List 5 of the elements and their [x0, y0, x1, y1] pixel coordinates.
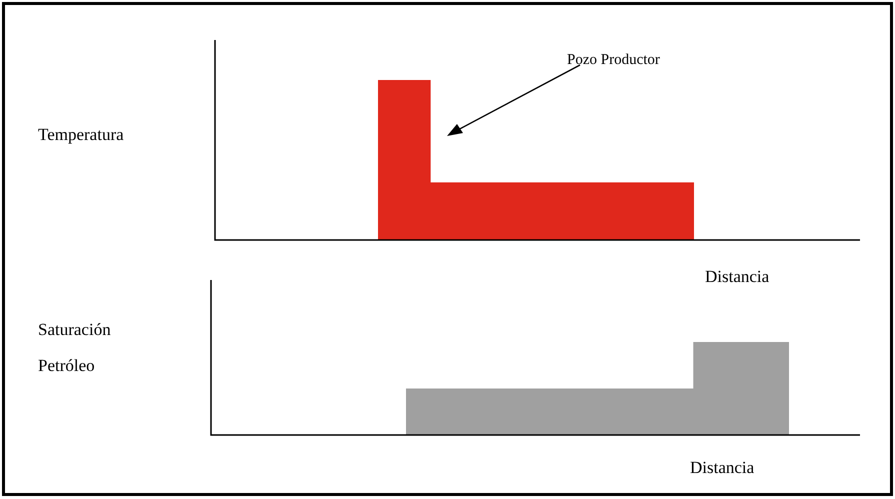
y-axis-title: Saturación Petróleo	[38, 319, 112, 377]
x-axis-title: Distancia	[705, 266, 770, 288]
x-axis-title: Distancia	[690, 457, 754, 479]
y-axis-title: Temperatura	[38, 124, 125, 146]
text: Pozo Productor	[567, 51, 660, 70]
